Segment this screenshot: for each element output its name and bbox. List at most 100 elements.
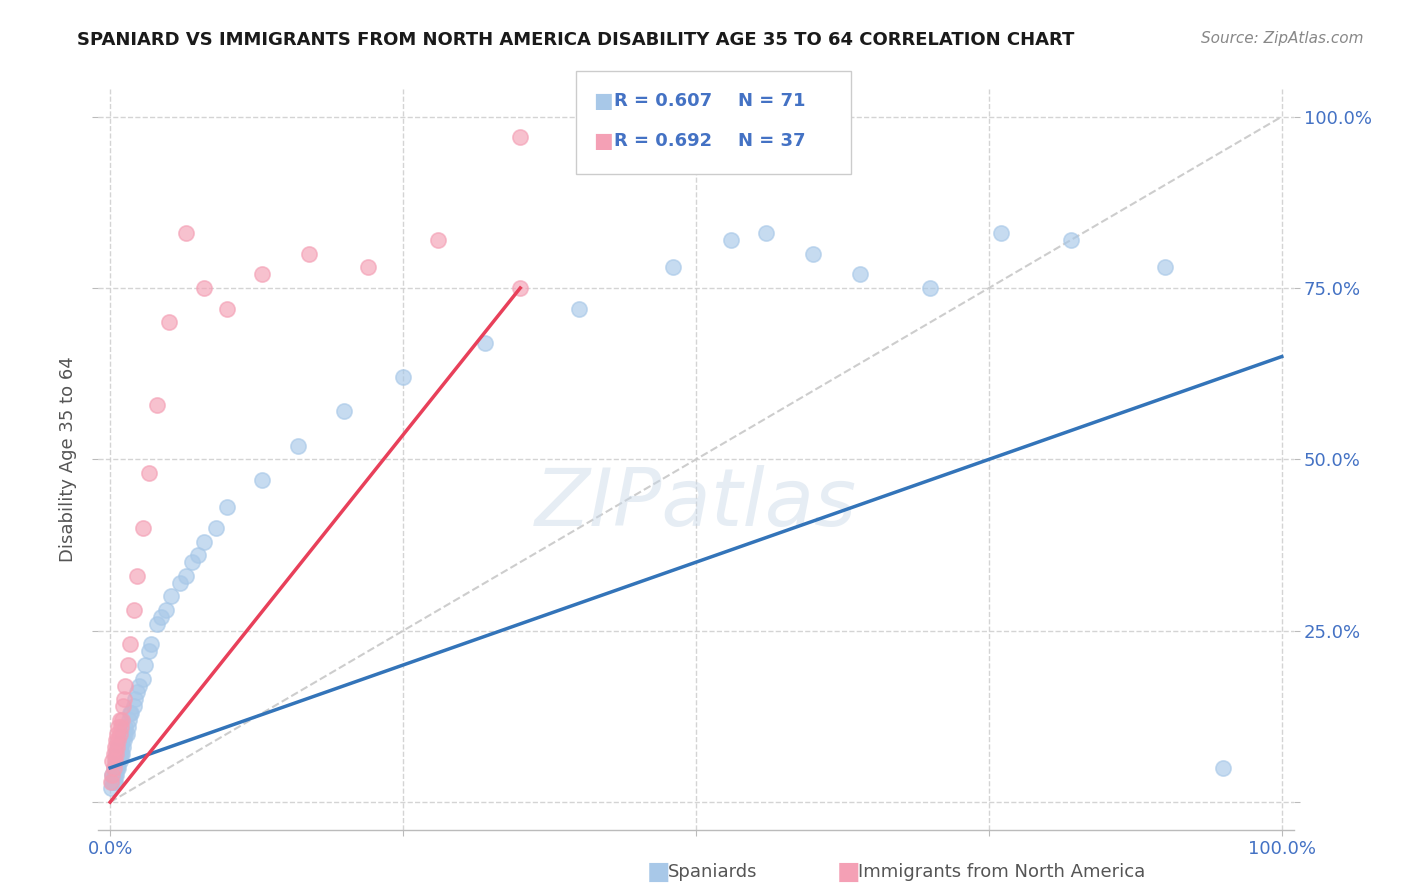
Point [107, 720, 129, 734]
Point [104, 754, 127, 768]
Point [146, 398, 169, 412]
Point [117, 658, 139, 673]
Point [720, 233, 742, 247]
Point [105, 733, 128, 747]
Point [104, 761, 127, 775]
Point [103, 761, 125, 775]
Text: ■: ■ [647, 861, 671, 884]
Point [105, 768, 128, 782]
Text: Immigrants from North America: Immigrants from North America [858, 863, 1144, 881]
Point [661, 260, 683, 275]
Point [101, 774, 124, 789]
Point [120, 706, 142, 720]
Point [104, 768, 127, 782]
Point [108, 740, 131, 755]
Point [132, 521, 155, 535]
Point [110, 720, 132, 734]
Point [107, 733, 129, 747]
Point [1153, 260, 1175, 275]
Point [427, 233, 450, 247]
Point [169, 575, 191, 590]
Point [103, 768, 125, 782]
Point [114, 679, 136, 693]
Point [108, 747, 131, 761]
Text: N = 37: N = 37 [738, 132, 806, 150]
Point [118, 713, 141, 727]
Point [138, 644, 160, 658]
Point [181, 555, 204, 569]
Text: Spaniards: Spaniards [668, 863, 758, 881]
Point [101, 768, 124, 782]
Point [101, 754, 124, 768]
Point [117, 720, 139, 734]
Point [122, 699, 145, 714]
Point [105, 761, 128, 775]
Point [105, 754, 128, 768]
Point [104, 740, 127, 755]
Point [193, 534, 215, 549]
Point [103, 747, 125, 761]
Point [110, 747, 132, 761]
Text: SPANIARD VS IMMIGRANTS FROM NORTH AMERICA DISABILITY AGE 35 TO 64 CORRELATION CH: SPANIARD VS IMMIGRANTS FROM NORTH AMERIC… [77, 31, 1074, 49]
Point [174, 569, 197, 583]
Point [755, 226, 778, 240]
Point [111, 713, 134, 727]
Point [111, 733, 134, 747]
Point [127, 685, 149, 699]
Point [107, 740, 129, 755]
Text: ■: ■ [593, 91, 613, 111]
Point [101, 768, 124, 782]
Point [1212, 761, 1234, 775]
Point [217, 500, 239, 515]
Point [920, 281, 942, 295]
Point [120, 706, 141, 720]
Text: N = 71: N = 71 [738, 92, 806, 110]
Text: R = 0.692: R = 0.692 [614, 132, 713, 150]
Point [157, 315, 180, 329]
Point [146, 616, 169, 631]
Point [105, 726, 128, 740]
Point [100, 774, 122, 789]
Point [333, 404, 356, 418]
Point [849, 268, 872, 282]
Point [474, 335, 496, 350]
Point [357, 260, 380, 275]
Point [105, 747, 128, 761]
Point [124, 692, 146, 706]
Point [204, 521, 226, 535]
Point [132, 672, 155, 686]
Point [112, 692, 135, 706]
Point [128, 679, 150, 693]
Point [115, 726, 138, 740]
Point [138, 466, 160, 480]
Point [193, 281, 215, 295]
Point [100, 781, 122, 796]
Point [298, 246, 321, 260]
Point [103, 774, 125, 789]
Point [187, 549, 209, 563]
Point [160, 590, 183, 604]
Text: Source: ZipAtlas.com: Source: ZipAtlas.com [1201, 31, 1364, 46]
Y-axis label: Disability Age 35 to 64: Disability Age 35 to 64 [59, 357, 77, 562]
Point [112, 726, 135, 740]
Point [108, 726, 131, 740]
Point [509, 130, 531, 145]
Point [108, 754, 131, 768]
Point [155, 603, 177, 617]
Point [114, 720, 136, 734]
Point [141, 637, 163, 651]
Point [112, 699, 135, 714]
Point [392, 370, 415, 384]
Point [149, 610, 172, 624]
Text: ■: ■ [837, 861, 860, 884]
Point [568, 301, 591, 316]
Point [217, 301, 239, 316]
Point [134, 658, 156, 673]
Point [252, 473, 274, 487]
Point [990, 226, 1012, 240]
Point [105, 761, 128, 775]
Point [105, 754, 128, 768]
Point [107, 761, 129, 775]
Text: ■: ■ [593, 131, 613, 151]
Point [104, 774, 127, 789]
